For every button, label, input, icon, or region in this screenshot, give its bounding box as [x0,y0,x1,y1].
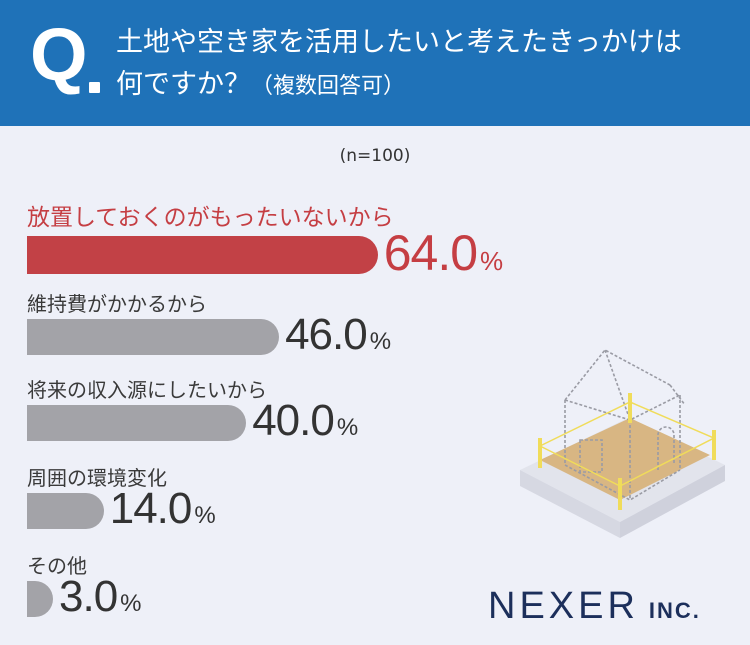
q-dot [89,82,100,93]
bar-income [27,405,247,441]
question-line-2: 何ですか？（複数回答可） [116,64,726,108]
value-label-income: 40.0% [252,399,358,443]
sample-size: (n=100) [339,146,411,166]
question-line-1: 土地や空き家を活用したいと考えたきっかけは [116,27,682,58]
value-number-waste: 64.0 [383,225,478,281]
value-number-income: 40.0 [252,396,335,445]
category-label-environment: 周囲の環境変化 [27,466,167,490]
house-illustration [520,348,725,538]
logo-sub: INC. [648,598,701,623]
value-label-other: 3.0% [59,575,142,619]
category-label-other: その他 [27,554,87,578]
value-label-environment: 14.0% [110,487,216,531]
value-unit-waste: % [480,246,504,276]
category-label-maintenance: 維持費がかかるから [27,292,207,316]
value-unit-income: % [336,414,359,441]
question-text: 土地や空き家を活用したいと考えたきっかけは 何ですか？（複数回答可） [116,22,726,108]
nexer-logo: NEXER INC. [488,585,701,628]
q-mark: Q [30,13,88,96]
value-number-environment: 14.0 [109,484,193,533]
value-label-waste: 64.0% [384,228,503,278]
value-label-maintenance: 46.0% [285,313,391,357]
question-line-2-main: 何ですか？ [116,69,251,100]
bar-environment [27,493,104,529]
logo-main: NEXER [488,585,639,627]
value-unit-environment: % [194,502,216,529]
bar-other [27,581,53,617]
value-number-other: 3.0 [59,572,118,621]
question-note: （複数回答可） [251,74,406,99]
bar-maintenance [27,319,280,355]
category-label-waste: 放置しておくのがもったいないから [27,205,394,231]
value-unit-other: % [120,590,142,617]
bar-waste [27,236,378,274]
question-header: Q 土地や空き家を活用したいと考えたきっかけは 何ですか？（複数回答可） [0,0,750,126]
value-number-maintenance: 46.0 [285,310,368,359]
value-unit-maintenance: % [369,328,392,355]
category-label-income: 将来の収入源にしたいから [27,378,267,402]
